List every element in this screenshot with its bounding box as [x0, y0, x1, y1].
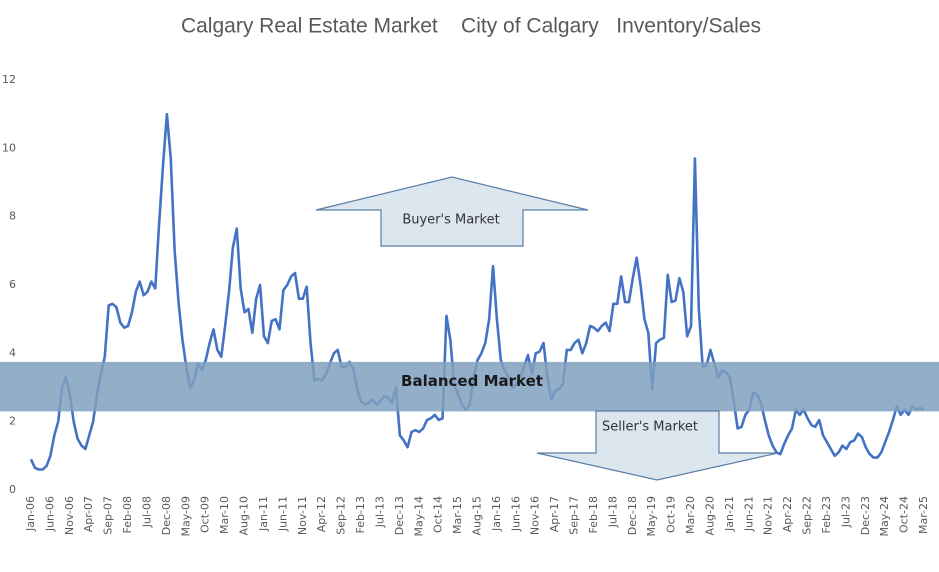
x-tick-label: Mar-25 — [917, 496, 930, 534]
arrow-down — [536, 410, 779, 481]
x-tick-label: Mar-20 — [684, 496, 697, 534]
x-tick-label: Nov-21 — [762, 496, 775, 535]
y-tick-label: 4 — [9, 346, 16, 359]
arrow-up — [315, 176, 589, 247]
x-tick-label: Dec-18 — [626, 496, 639, 535]
x-tick-label: Jun-21 — [742, 496, 755, 532]
x-tick-label: Sep-12 — [335, 496, 348, 535]
y-tick-label: 12 — [2, 73, 16, 86]
x-tick-label: Oct-09 — [199, 496, 212, 533]
x-tick-label: Feb-13 — [354, 496, 367, 533]
y-tick-label: 8 — [9, 210, 16, 223]
y-tick-label: 2 — [9, 415, 16, 428]
x-tick-label: Apr-17 — [548, 496, 561, 532]
x-tick-label: Dec-23 — [859, 496, 872, 535]
x-tick-label: Jul-13 — [373, 496, 386, 528]
sellers-arrow: Seller's Market — [536, 410, 779, 481]
x-tick-label: Jul-23 — [839, 496, 852, 528]
x-tick-label: Oct-24 — [898, 496, 911, 533]
x-tick-label: Aug-10 — [238, 496, 251, 535]
balanced-market-label: Balanced Market — [401, 372, 543, 390]
x-tick-label: Sep-17 — [568, 496, 581, 535]
x-tick-label: May-09 — [179, 496, 192, 537]
x-tick-label: Aug-15 — [471, 496, 484, 535]
x-tick-label: Aug-20 — [703, 496, 716, 535]
x-tick-label: May-14 — [412, 496, 425, 537]
y-tick-label: 0 — [9, 483, 16, 496]
x-tick-label: May-19 — [645, 496, 658, 537]
x-tick-label: Jan-11 — [257, 496, 270, 532]
x-tick-label: Apr-12 — [315, 496, 328, 532]
x-tick-label: Nov-11 — [296, 496, 309, 535]
x-tick-label: Feb-23 — [820, 496, 833, 533]
x-tick-label: Sep-07 — [102, 496, 115, 535]
x-tick-label: Nov-16 — [529, 496, 542, 535]
chart-title: Calgary Real Estate Market City of Calga… — [181, 15, 761, 38]
x-tick-label: Jun-11 — [276, 496, 289, 532]
x-tick-label: Feb-18 — [587, 496, 600, 533]
x-tick-label: Jul-08 — [140, 496, 153, 528]
x-tick-label: Sep-22 — [801, 496, 814, 535]
x-tick-label: Jun-16 — [509, 496, 522, 532]
x-tick-label: Feb-08 — [121, 496, 134, 533]
x-tick-label: Mar-15 — [451, 496, 464, 534]
x-tick-label: Oct-19 — [665, 496, 678, 533]
balanced-band — [0, 361, 939, 412]
x-tick-label: Jul-18 — [606, 496, 619, 528]
x-tick-label: Apr-07 — [82, 496, 95, 532]
x-tick-label: Dec-08 — [160, 496, 173, 535]
x-tick-label: Jan-06 — [24, 496, 37, 532]
y-tick-label: 6 — [9, 278, 16, 291]
x-tick-label: Oct-14 — [432, 496, 445, 533]
x-tick-label: May-24 — [878, 496, 891, 537]
x-tick-label: Mar-10 — [218, 496, 231, 534]
x-tick-label: Jun-06 — [43, 496, 56, 532]
buyers-arrow: Buyer's Market — [315, 176, 589, 247]
x-tick-label: Dec-13 — [393, 496, 406, 535]
x-tick-label: Jan-21 — [723, 496, 736, 532]
sellers-market-label: Seller's Market — [602, 420, 698, 435]
inventory-sales-line — [29, 112, 925, 471]
x-tick-label: Nov-06 — [63, 496, 76, 535]
x-tick-label: Jan-16 — [490, 496, 503, 532]
x-tick-label: Apr-22 — [781, 496, 794, 532]
plot-area: 0 2 4 6 8 10 12 Jan-06 Jun-06 Nov-06 Apr-07 Sep-07 F… — [0, 73, 939, 537]
buyers-market-label: Buyer's Market — [402, 213, 499, 228]
y-tick-label: 10 — [2, 141, 16, 154]
